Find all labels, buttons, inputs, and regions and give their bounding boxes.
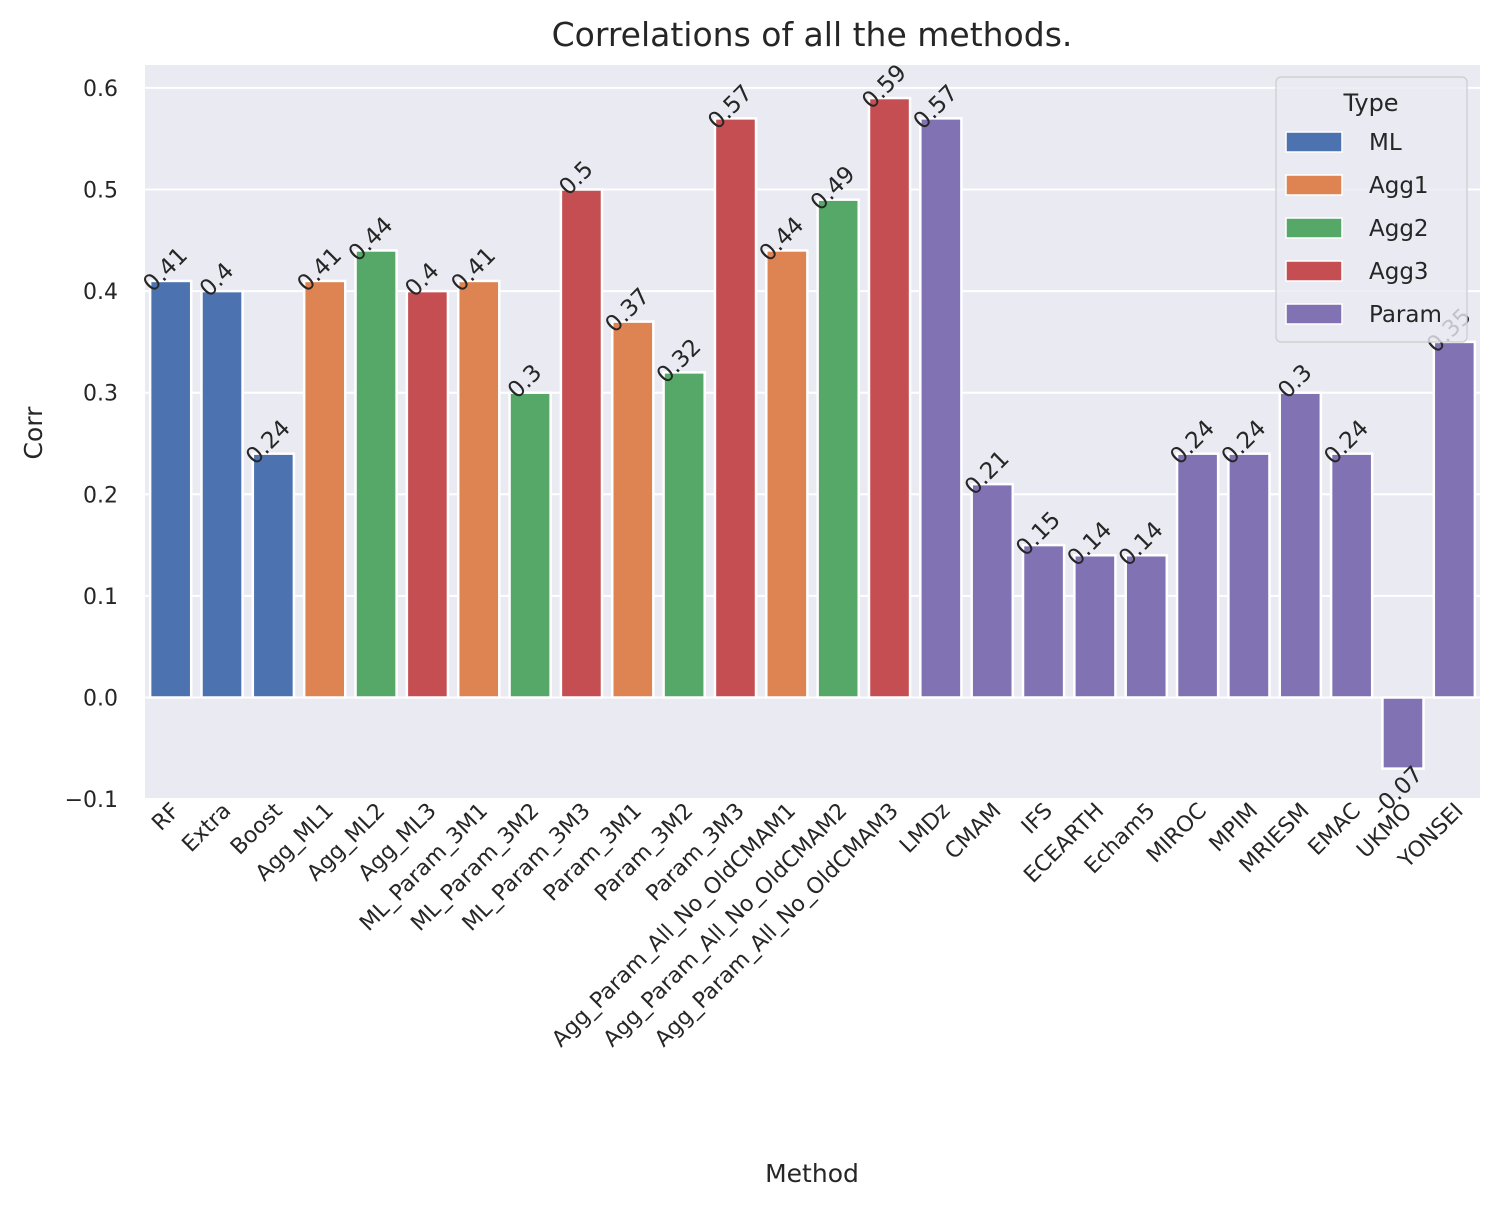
legend-items: ML Agg1 Agg2 Agg3 Param — [1285, 130, 1442, 328]
y-tick-label: 0.0 — [83, 687, 118, 712]
bar — [765, 249, 809, 699]
legend-entry-label: Param — [1369, 302, 1442, 328]
y-tick-label: 0.6 — [83, 77, 118, 102]
x-tick-label: IFS — [1017, 799, 1058, 840]
bar — [1227, 452, 1271, 699]
legend-entry-label: ML — [1369, 130, 1402, 156]
bar — [354, 249, 398, 699]
bar — [200, 289, 244, 699]
bar — [456, 279, 501, 699]
y-tick-label: 0.1 — [83, 585, 118, 610]
legend-title: Type — [1342, 89, 1398, 117]
bar — [970, 482, 1015, 699]
bar — [508, 391, 552, 699]
y-tick-label: −0.1 — [65, 788, 118, 813]
legend-entry-label: Agg3 — [1369, 259, 1429, 285]
bar — [662, 371, 706, 699]
bar — [713, 117, 758, 699]
bars — [148, 96, 1477, 770]
bar — [816, 198, 860, 699]
legend-swatch — [1285, 131, 1343, 153]
bar — [302, 279, 347, 699]
legend: Type ML Agg1 Agg2 Agg3 Param — [1275, 76, 1468, 343]
y-axis-label: Corr — [19, 406, 48, 460]
y-tick-label: 0.5 — [83, 179, 118, 204]
x-axis-ticks: RFExtraBoostAgg_ML1Agg_ML2Agg_ML3ML_Para… — [147, 798, 1468, 1052]
x-tick-label: CMAM — [940, 799, 1006, 865]
legend-entry-label: Agg2 — [1369, 216, 1429, 242]
x-axis-label: Method — [765, 1159, 859, 1188]
y-axis-ticks: 0.6 0.5 0.4 0.3 0.2 0.1 0.0 −0.1 — [65, 77, 118, 813]
bar — [867, 96, 912, 699]
legend-swatch — [1285, 303, 1343, 325]
bar — [1329, 452, 1374, 699]
x-tick-label: RF — [147, 799, 184, 836]
legend-swatch — [1285, 217, 1343, 239]
bar — [1175, 452, 1220, 699]
bar — [405, 289, 450, 699]
bar — [1073, 554, 1117, 699]
chart-title: Correlations of all the methods. — [552, 15, 1073, 54]
bar — [1381, 696, 1425, 770]
bar — [1021, 543, 1066, 699]
x-tick-label: Extra — [178, 799, 237, 858]
y-tick-label: 0.2 — [83, 483, 118, 508]
legend-swatch — [1285, 174, 1343, 196]
legend-swatch — [1285, 260, 1343, 282]
bar — [1432, 340, 1477, 699]
y-tick-label: 0.4 — [83, 280, 118, 305]
bar — [148, 279, 193, 699]
bar — [611, 320, 655, 699]
y-tick-label: 0.3 — [83, 382, 118, 407]
bar — [1124, 554, 1169, 699]
legend-entry-label: Agg1 — [1369, 173, 1429, 199]
bar — [251, 452, 296, 699]
bar — [1278, 391, 1323, 699]
bar — [919, 117, 963, 699]
bar — [559, 188, 604, 699]
